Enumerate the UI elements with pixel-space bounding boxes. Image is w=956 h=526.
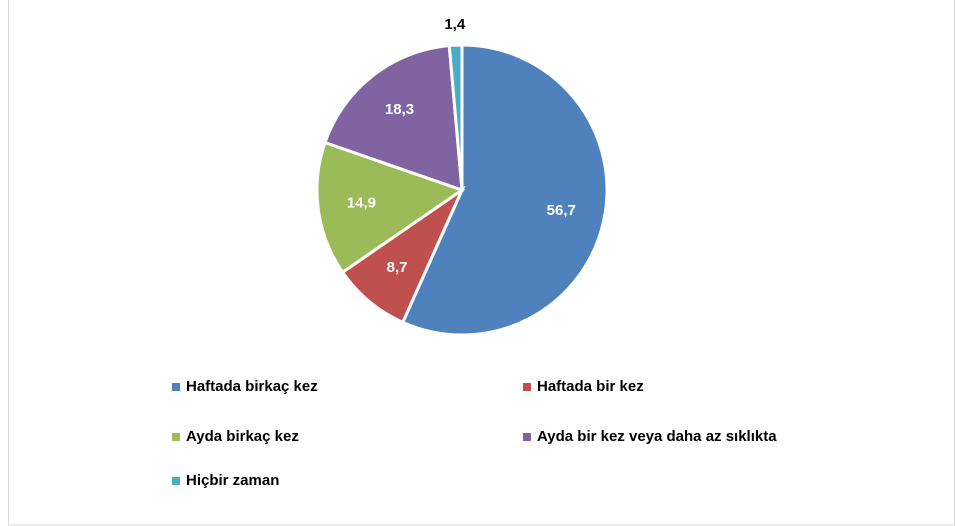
pie-slice [323,43,464,193]
chart-border [8,0,955,526]
legend-marker [172,433,180,441]
legend-marker [523,383,531,391]
legend-marker [172,477,180,485]
data-label: 56,7 [547,202,576,219]
legend-label: Ayda birkaç kez [186,428,299,445]
legend-label: Ayda bir kez veya daha az sıklıkta [537,428,777,445]
legend-marker [172,383,180,391]
legend-label: Haftada birkaç kez [186,378,318,395]
data-label: 8,7 [387,259,408,276]
pie-slice [315,140,466,275]
legend-label: Haftada bir kez [537,378,644,395]
pie-slice [400,43,609,337]
legend-label: Hiçbir zaman [186,472,279,489]
data-label: 1,4 [444,16,466,33]
pie-slice [447,43,464,191]
legend-marker [523,433,531,441]
data-label: 18,3 [385,101,414,118]
data-label: 14,9 [347,195,376,212]
